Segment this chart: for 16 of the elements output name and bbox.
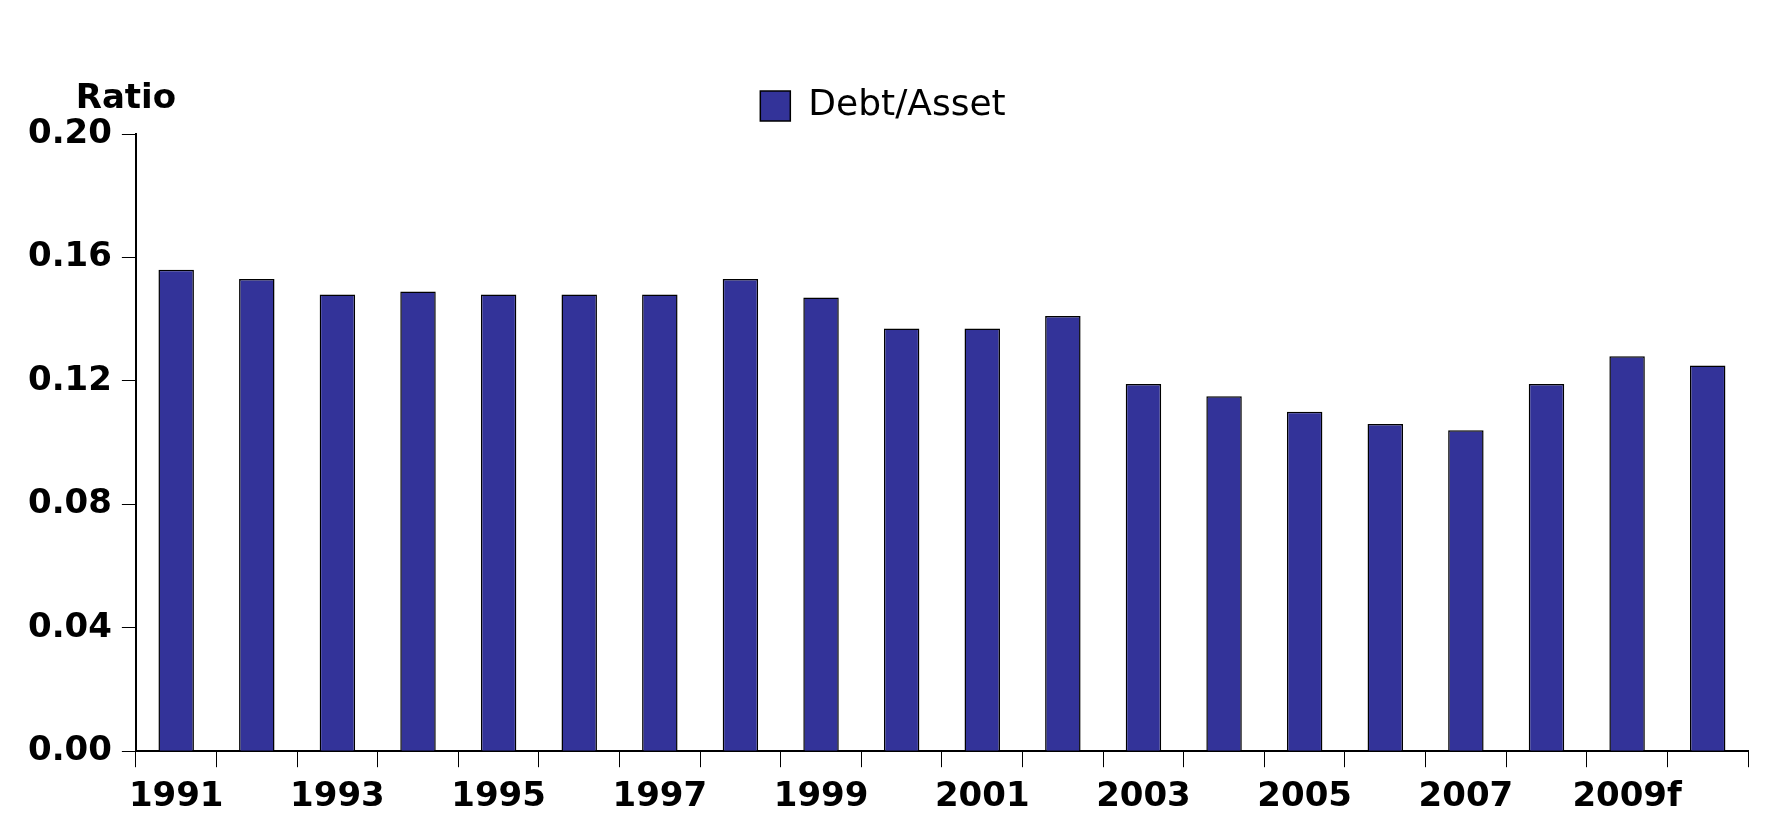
x-tick-label: 1993 — [290, 774, 385, 815]
x-tick-label: 2009f — [1572, 774, 1684, 815]
x-tick-label: 2003 — [1096, 774, 1191, 815]
x-tick-label: 1997 — [612, 774, 708, 815]
x-tick-label: 2001 — [934, 774, 1030, 815]
x-tick-label: 2005 — [1257, 774, 1352, 815]
x-tick-label: 1999 — [773, 774, 869, 815]
y-tick-label: 0.00 — [28, 728, 112, 769]
y-tick-label: 0.04 — [28, 604, 112, 645]
y-tick-label: 0.08 — [28, 481, 112, 522]
x-tick-label: 1991 — [128, 774, 224, 815]
y-tick-label: 0.16 — [28, 234, 112, 275]
legend-label: Debt/Asset — [808, 82, 1006, 124]
y-tick-label: 0.12 — [28, 357, 112, 398]
x-tick-label: 2007 — [1418, 774, 1514, 815]
x-tick-label: 1995 — [451, 774, 546, 815]
